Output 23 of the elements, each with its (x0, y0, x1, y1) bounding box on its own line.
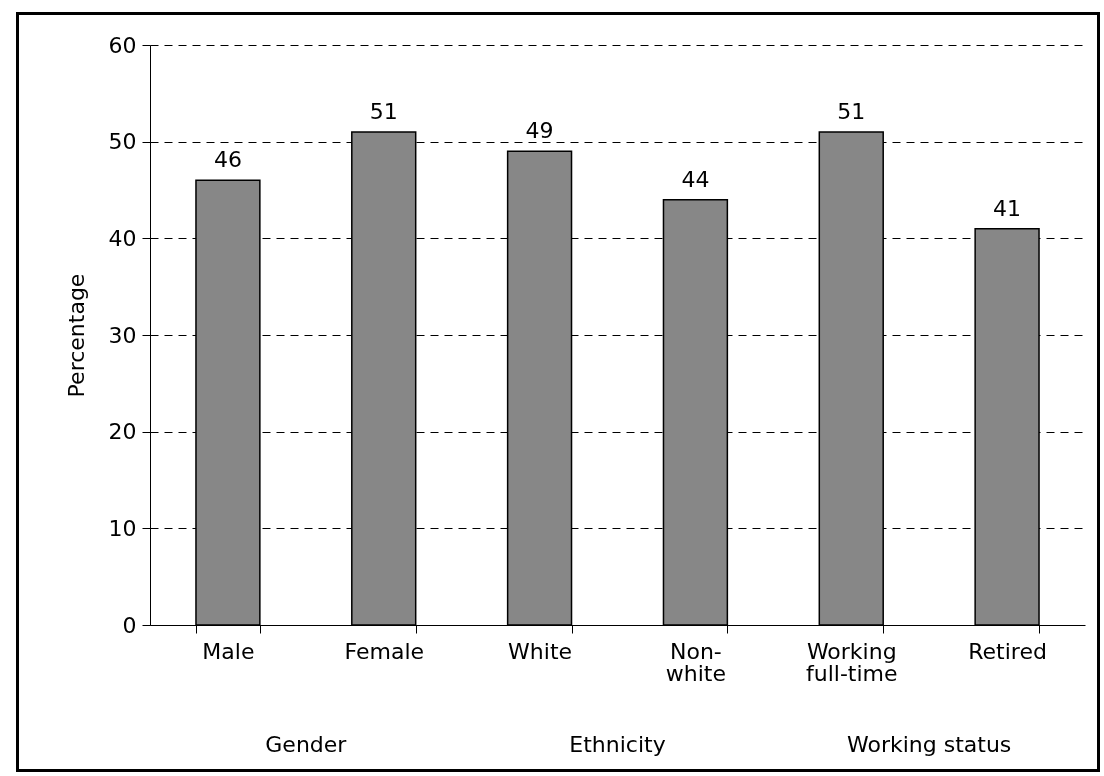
text: Gender (265, 732, 348, 757)
y-tick-label: 40 (108, 225, 137, 251)
data-label: 46 (213, 147, 242, 173)
data-label: 49 (525, 118, 554, 144)
text: Ethnicity (569, 732, 666, 757)
data-label: 44 (681, 166, 710, 192)
y-tick-label: 10 (108, 515, 137, 541)
text: Working status (847, 732, 1012, 757)
y-tick-label: 60 (108, 32, 137, 58)
y-tick-label: 20 (108, 419, 137, 445)
x-tick-label: Female (344, 638, 425, 664)
data-label: 41 (993, 195, 1022, 221)
data-label: 51 (369, 99, 398, 124)
data-label: 51 (837, 99, 866, 124)
y-axis-title: Percentage (63, 273, 89, 398)
x-tick-label: Non- white (665, 638, 727, 686)
y-tick-label: 30 (108, 322, 137, 348)
y-tick-label: 0 (122, 612, 137, 638)
x-tick-label: White (508, 638, 573, 664)
x-tick-label: Working full-time (805, 638, 898, 686)
y-tick-label: 50 (108, 129, 137, 155)
x-tick-label: Retired (968, 638, 1047, 664)
x-tick-label: Male (202, 638, 255, 664)
